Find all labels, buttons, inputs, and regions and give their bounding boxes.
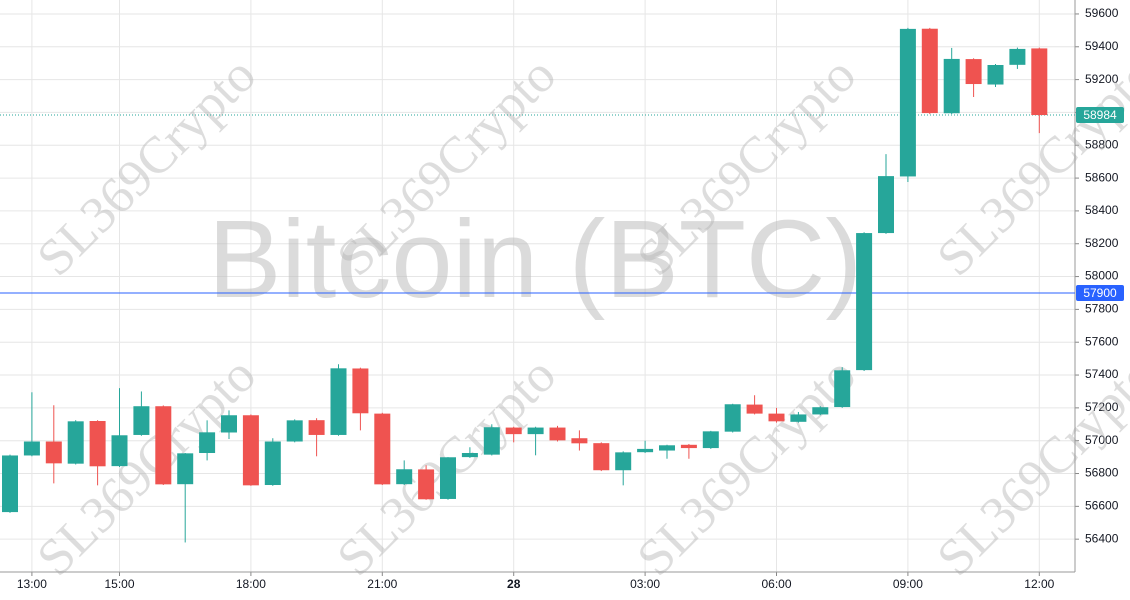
y-tick-label: 59600 <box>1085 6 1119 20</box>
candle-body <box>286 420 303 442</box>
candle-body <box>440 457 456 499</box>
candle-body <box>768 413 785 422</box>
candle-body <box>921 28 938 114</box>
candle-body <box>680 444 697 449</box>
x-tick-label: 18:00 <box>236 577 266 591</box>
x-tick-label: 03:00 <box>630 577 660 591</box>
candle-body <box>505 427 522 435</box>
candle-body <box>878 176 894 234</box>
candle-body <box>374 413 391 485</box>
y-tick-label: 59200 <box>1085 72 1119 86</box>
candle-body <box>965 59 982 85</box>
candle-body <box>615 452 632 471</box>
candle-body <box>1009 48 1026 65</box>
candle-body <box>308 420 325 435</box>
candle-body <box>133 406 150 435</box>
watermark: Bitcoin (BTC) <box>208 198 862 321</box>
x-tick-label: 21:00 <box>367 577 397 591</box>
y-tick-label: 57400 <box>1085 367 1119 381</box>
price-label-box <box>1076 107 1124 124</box>
candle-body <box>659 445 675 451</box>
candle-body <box>856 233 873 371</box>
candle-body <box>790 414 807 422</box>
x-tick-label: 15:00 <box>104 577 134 591</box>
x-tick-label: 09:00 <box>893 577 923 591</box>
y-tick-label: 57800 <box>1085 302 1119 316</box>
candle-body <box>593 443 610 471</box>
candle-body <box>549 427 566 441</box>
x-tick-label: 12:00 <box>1024 577 1054 591</box>
x-tick-label: 28 <box>507 577 521 591</box>
y-tick-label: 56800 <box>1085 466 1119 480</box>
candle-body <box>111 435 128 467</box>
candle-body <box>242 415 259 486</box>
y-tick-label: 58200 <box>1085 236 1119 250</box>
overlay-text: SL369Crypto <box>27 347 268 588</box>
price-label: 57900 <box>1083 286 1117 300</box>
candle-body <box>483 427 500 455</box>
y-tick-label: 58800 <box>1085 137 1119 151</box>
candle-body <box>702 431 719 449</box>
candle-body <box>834 370 851 408</box>
candle-body <box>418 469 435 500</box>
candle-body <box>899 28 916 177</box>
candle-body <box>571 438 588 444</box>
candle-body <box>746 404 763 414</box>
candle-body <box>1031 48 1048 116</box>
y-tick-label: 57200 <box>1085 400 1119 414</box>
candle-body <box>637 448 654 453</box>
y-tick-label: 57600 <box>1085 334 1119 348</box>
overlay-text: SL369Crypto <box>627 347 868 588</box>
candle-body <box>177 453 194 485</box>
candle-body <box>2 455 18 513</box>
candle-body <box>812 407 829 415</box>
y-tick-label: 56400 <box>1085 531 1119 545</box>
candle-body <box>527 427 544 435</box>
candle-body <box>89 420 106 467</box>
candle-body <box>23 441 40 456</box>
candle-body <box>396 469 413 485</box>
y-tick-label: 56600 <box>1085 499 1119 513</box>
candle-body <box>943 58 960 114</box>
price-label: 58984 <box>1083 108 1117 122</box>
candle-body <box>199 432 216 454</box>
y-tick-label: 58600 <box>1085 170 1119 184</box>
candle-body <box>67 421 84 464</box>
candle-body <box>155 406 172 485</box>
candle-body <box>352 368 369 414</box>
y-tick-label: 58400 <box>1085 203 1119 217</box>
candle-body <box>221 415 237 433</box>
x-tick-label: 06:00 <box>761 577 791 591</box>
candle-body <box>264 441 281 486</box>
y-tick-label: 59400 <box>1085 39 1119 53</box>
candle-body <box>461 453 478 458</box>
candle-body <box>987 64 1004 85</box>
price-label-box <box>1076 284 1124 301</box>
candle-body <box>330 368 347 435</box>
candle-body <box>45 441 62 464</box>
x-tick-label: 13:00 <box>17 577 47 591</box>
y-tick-label: 58000 <box>1085 269 1119 283</box>
candle-body <box>724 404 741 432</box>
y-tick-label: 57000 <box>1085 433 1119 447</box>
